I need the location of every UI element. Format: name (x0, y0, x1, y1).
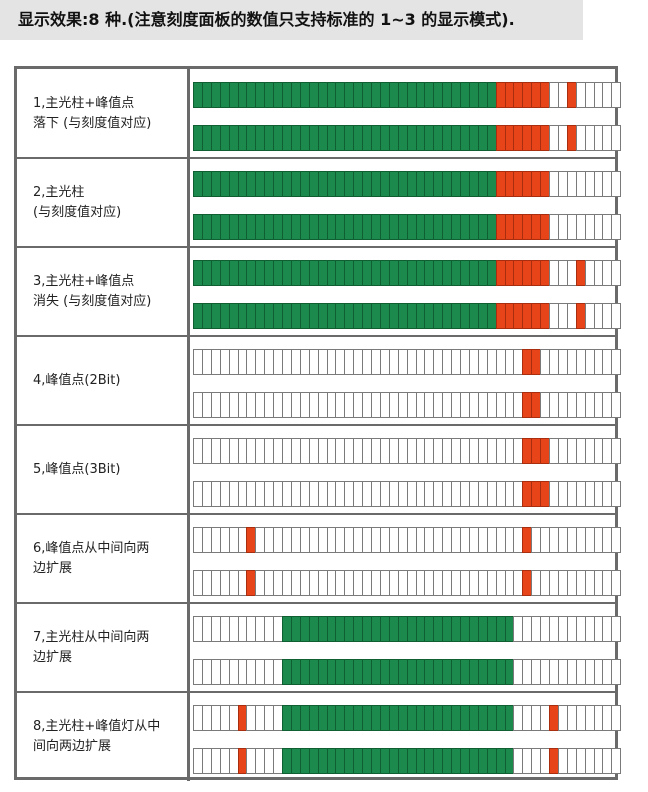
segment-off (611, 392, 622, 418)
column-divider (187, 69, 190, 158)
page-heading: 显示效果:8 种.(注意刻度面板的数值只支持标准的 1~3 的显示模式). (0, 0, 583, 40)
mode-label-text: 4,峰值点(2Bit) (33, 371, 120, 391)
segment-off (611, 260, 622, 286)
mode-label-line: 2,主光柱 (33, 184, 85, 200)
mode-label-line: 5,峰值点(3Bit) (33, 461, 121, 477)
column-divider (187, 336, 190, 425)
row-divider (17, 424, 615, 426)
mode-label-line: 间向两边扩展 (33, 738, 112, 754)
mode-row-3: 3,主光柱+峰值点消失 (与刻度值对应) (17, 247, 622, 336)
mode-label-line: 1,主光柱+峰值点 (33, 95, 135, 111)
mode-label-line: 边扩展 (33, 649, 73, 665)
column-divider (187, 158, 190, 247)
mode-label-text: 8,主光柱+峰值灯从中 间向两边扩展 (33, 717, 160, 757)
column-divider (187, 425, 190, 514)
mode-label-line: 4,峰值点(2Bit) (33, 372, 121, 388)
mode-label: 1,主光柱+峰值点落下 (与刻度值对应) (17, 69, 187, 158)
column-divider (187, 603, 190, 692)
mode-label-line: 3,主光柱+峰值点 (33, 273, 135, 289)
mode-label-line: 8,主光柱+峰值灯从中 (33, 718, 161, 734)
row-divider (17, 691, 615, 693)
mode-label-line: 落下 (与刻度值对应) (33, 115, 152, 131)
segment-off (611, 82, 622, 108)
mode-label-text: 1,主光柱+峰值点落下 (与刻度值对应) (33, 94, 151, 134)
mode-label-text: 6,峰值点从中间向两 边扩展 (33, 539, 149, 579)
row-divider (17, 513, 615, 515)
segment-off (611, 748, 622, 774)
mode-row-7: 7,主光柱从中间向两 边扩展 (17, 603, 622, 692)
mode-row-2: 2,主光柱 (与刻度值对应) (17, 158, 622, 247)
segment-off (611, 659, 622, 685)
mode-row-8: 8,主光柱+峰值灯从中 间向两边扩展 (17, 692, 622, 781)
mode-label: 2,主光柱 (与刻度值对应) (17, 158, 187, 247)
segment-off (611, 303, 622, 329)
segment-off (611, 438, 622, 464)
row-divider (17, 335, 615, 337)
column-divider (187, 514, 190, 603)
row-divider (17, 157, 615, 159)
mode-label-text: 7,主光柱从中间向两 边扩展 (33, 628, 149, 668)
mode-label: 4,峰值点(2Bit) (17, 336, 187, 425)
mode-label: 3,主光柱+峰值点消失 (与刻度值对应) (17, 247, 187, 336)
mode-row-4: 4,峰值点(2Bit) (17, 336, 622, 425)
segment-off (611, 705, 622, 731)
mode-label-line: (与刻度值对应) (33, 204, 122, 220)
segment-off (611, 349, 622, 375)
mode-label-text: 5,峰值点(3Bit) (33, 460, 120, 480)
mode-label-line: 边扩展 (33, 560, 73, 576)
mode-label-text: 2,主光柱 (与刻度值对应) (33, 183, 121, 223)
mode-row-6: 6,峰值点从中间向两 边扩展 (17, 514, 622, 603)
segment-off (611, 171, 622, 197)
segment-off (611, 214, 622, 240)
column-divider (187, 692, 190, 781)
column-divider (187, 247, 190, 336)
row-divider (17, 246, 615, 248)
mode-label-line: 7,主光柱从中间向两 (33, 629, 150, 645)
segment-off (611, 481, 622, 507)
mode-label-text: 3,主光柱+峰值点消失 (与刻度值对应) (33, 272, 151, 312)
mode-label: 6,峰值点从中间向两 边扩展 (17, 514, 187, 603)
segment-off (611, 570, 622, 596)
mode-label-line: 6,峰值点从中间向两 (33, 540, 150, 556)
mode-row-1: 1,主光柱+峰值点落下 (与刻度值对应) (17, 69, 622, 158)
mode-label: 7,主光柱从中间向两 边扩展 (17, 603, 187, 692)
segment-off (611, 527, 622, 553)
segment-off (611, 125, 622, 151)
row-divider (17, 602, 615, 604)
mode-label-line: 消失 (与刻度值对应) (33, 293, 152, 309)
mode-label: 8,主光柱+峰值灯从中 间向两边扩展 (17, 692, 187, 781)
display-mode-table: 1,主光柱+峰值点落下 (与刻度值对应) 2,主光柱 (与刻度值对应) 3,主光柱+峰… (14, 66, 622, 781)
mode-row-5: 5,峰值点(3Bit) (17, 425, 622, 514)
segment-off (611, 616, 622, 642)
mode-label: 5,峰值点(3Bit) (17, 425, 187, 514)
